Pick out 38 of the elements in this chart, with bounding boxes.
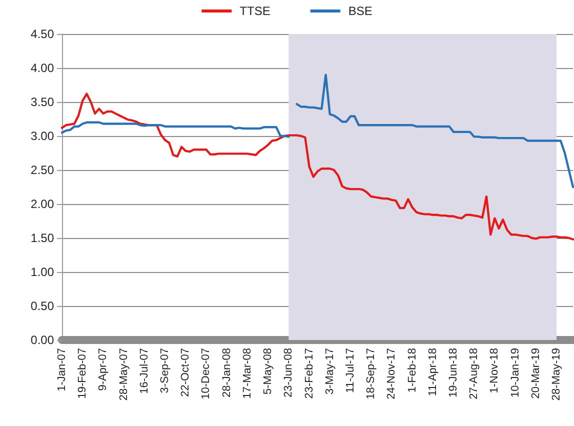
y-tick-label: 3.50: [30, 95, 54, 109]
line-series: [60, 92, 574, 240]
y-tick-label: 4.00: [30, 61, 54, 75]
x-tick-label: 11-Jul-17: [344, 348, 356, 394]
y-tick-label: 3.00: [30, 129, 54, 143]
y-tick-label: 2.50: [30, 163, 54, 177]
x-tick-label: 22-Oct-07: [180, 348, 192, 397]
x-tick-label: 5-May-08: [262, 348, 274, 394]
x-tick-label: 16-Jul-07: [138, 348, 150, 394]
x-tick-label: 28-May-07: [118, 348, 130, 401]
x-tick-label: 3-Sep-07: [159, 348, 172, 394]
x-tick-label: 1-Jan-07: [56, 348, 68, 392]
x-tick-label: 3-May-17: [324, 348, 336, 394]
y-tick-label: 2.00: [30, 197, 54, 211]
y-tick-label: 4.50: [30, 27, 54, 41]
legend-label: TTSE: [240, 4, 270, 18]
x-tick-label: 20-Mar-19: [530, 348, 542, 399]
x-tick-label: 9-Apr-07: [97, 348, 110, 391]
x-tick-label: 18-Sep-17: [365, 348, 378, 400]
x-tick-label: 23-Feb-17: [303, 348, 316, 399]
y-tick-label: 1.00: [30, 265, 54, 279]
x-tick-label: 10-Jan-19: [509, 348, 522, 398]
y-tick-label: 1.50: [30, 231, 54, 245]
x-tick-label: 19-Jun-18: [447, 348, 460, 398]
legend-label: BSE: [348, 4, 372, 18]
x-tick-label: 10-Dec-07: [200, 348, 212, 400]
x-tick-label: 19-Feb-07: [76, 348, 89, 399]
x-tick-label: 1-Nov-18: [488, 348, 501, 394]
y-tick-label: 0.00: [30, 333, 54, 347]
x-tick-label: 23-Jun-08: [282, 348, 295, 398]
x-tick-label: 17-Mar-08: [241, 348, 254, 399]
x-tick-label: 1-Feb-18: [406, 348, 418, 393]
y-tick-label: 0.50: [30, 299, 54, 313]
x-tick-label: 28-May-19: [550, 348, 563, 401]
x-tick-label: 24-Nov-17: [386, 348, 398, 400]
x-tick-label: 27-Aug-18: [468, 348, 480, 400]
x-tick-label: 11-Apr-18: [426, 348, 439, 396]
x-tick-label: 28-Jan-08: [220, 348, 233, 398]
